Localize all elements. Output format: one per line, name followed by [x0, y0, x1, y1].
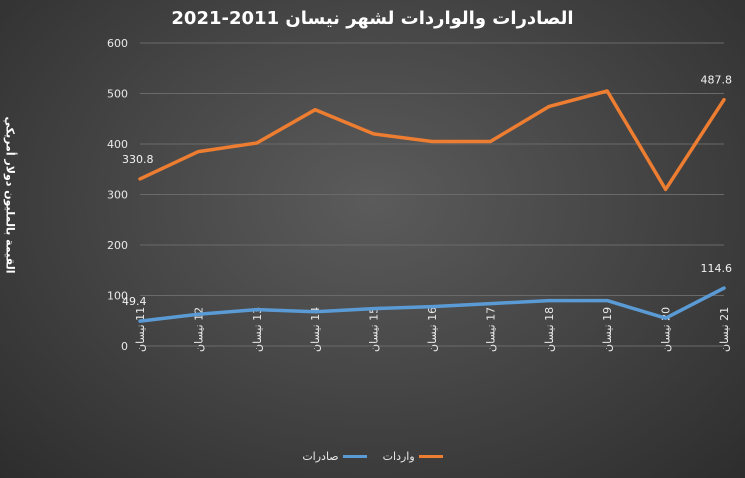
data-label: 114.6: [701, 262, 733, 275]
y-tick-label: 500: [107, 88, 128, 101]
legend-item: صادرات: [302, 450, 367, 463]
legend-item: واردات: [383, 450, 443, 463]
data-point: [605, 89, 609, 93]
data-point: [313, 310, 317, 314]
chart-title: الصادرات والواردات لشهر نيسان 2011-2021: [171, 8, 574, 29]
y-tick-label: 400: [107, 138, 128, 151]
data-point: [372, 307, 376, 311]
data-point: [430, 305, 434, 309]
x-tick-label: 13 نيسان: [251, 307, 264, 352]
data-label: 487.8: [701, 74, 733, 87]
data-point: [547, 105, 551, 109]
data-point: [196, 312, 200, 316]
data-label: 49.4: [122, 295, 147, 308]
x-tick-label: 15 نيسان: [368, 307, 381, 352]
data-point: [255, 141, 259, 145]
x-tick-label: 18 نيسان: [543, 307, 556, 352]
x-tick-label: 17 نيسان: [484, 307, 497, 352]
y-tick-label: 600: [107, 37, 128, 50]
x-tick-label: 12 نيسان: [192, 307, 205, 352]
data-point: [488, 139, 492, 143]
x-tick-label: 11 نيسان: [134, 307, 147, 352]
y-tick-label: 300: [107, 189, 128, 202]
y-tick-label: 100: [107, 290, 128, 303]
data-point: [722, 286, 726, 290]
data-point: [664, 187, 668, 191]
data-point: [547, 299, 551, 303]
data-point: [605, 299, 609, 303]
data-point: [488, 302, 492, 306]
data-point: [196, 150, 200, 154]
data-point: [664, 316, 668, 320]
data-label: 330.8: [122, 153, 154, 166]
x-tick-label: 16 نيسان: [426, 307, 439, 352]
data-point: [430, 139, 434, 143]
data-point: [138, 177, 142, 181]
legend-label: واردات: [382, 450, 415, 463]
legend-swatch: [418, 455, 443, 458]
legend: واردات صادرات: [0, 448, 745, 463]
y-tick-label: 200: [107, 239, 128, 252]
data-point: [313, 108, 317, 112]
legend-label: صادرات: [302, 450, 339, 463]
legend-swatch: [342, 455, 367, 458]
data-point: [372, 132, 376, 136]
data-point: [138, 319, 142, 323]
y-tick-label: 0: [121, 340, 128, 353]
data-point: [255, 308, 259, 312]
x-tick-label: 14 نيسان: [309, 307, 322, 352]
x-tick-label: 21 نيسان: [718, 307, 731, 352]
data-point: [722, 98, 726, 102]
x-tick-label: 19 نيسان: [601, 307, 614, 352]
